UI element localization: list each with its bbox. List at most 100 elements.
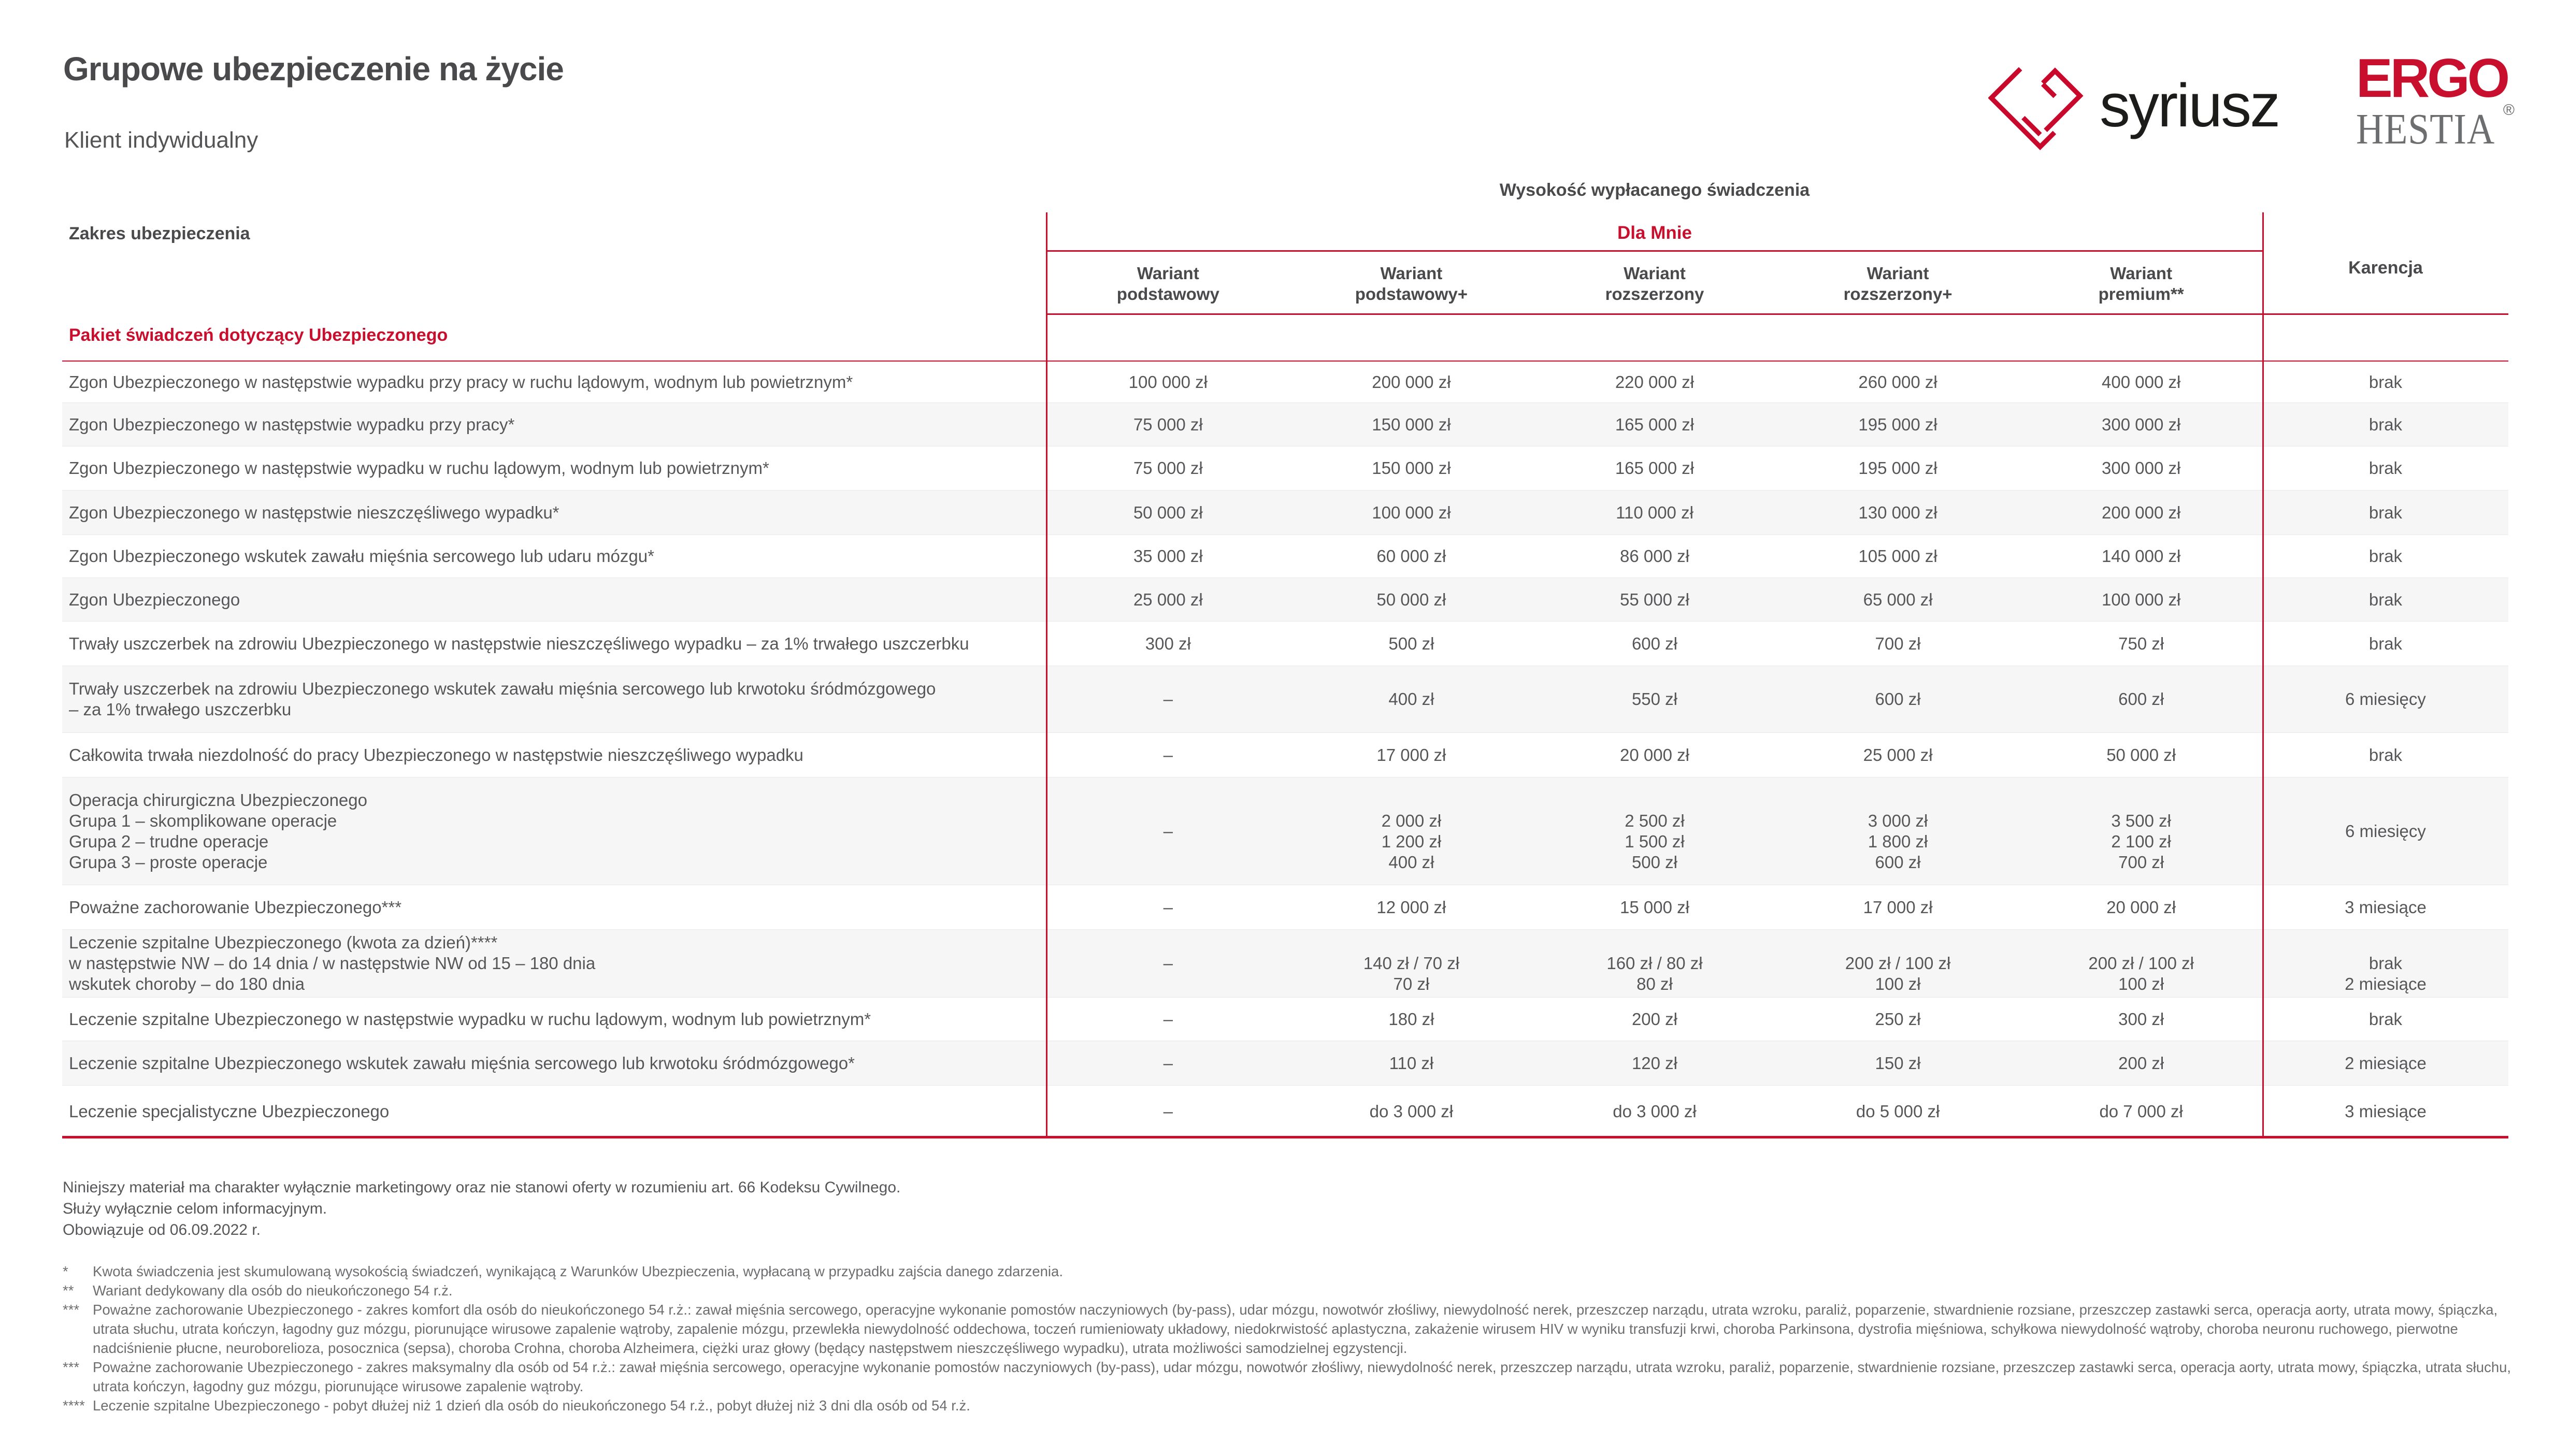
footer-line: Służy wyłącznie celom informacyjnym. <box>63 1200 327 1217</box>
value-cell: 86 000 zł <box>1620 546 1689 566</box>
value-cell: 75 000 zł <box>1133 414 1203 434</box>
value-cell: 105 000 zł <box>1858 546 1937 566</box>
divider-variants <box>1046 313 2508 315</box>
value-cell: 17 000 zł <box>1863 897 1933 917</box>
value-cell: 160 zł / 80 zł 80 zł <box>1533 930 1776 997</box>
value-cell: 50 000 zł <box>1376 589 1446 609</box>
benefit-amount-header: Wysokość wypłacanego świadczenia <box>1499 180 1810 200</box>
value-cell: 600 zł <box>1631 633 1678 653</box>
value-cell: 3 500 zł 2 100 zł 700 zł <box>2019 777 2263 885</box>
value-cell: 150 zł <box>1875 1053 1921 1073</box>
syriusz-logo: syriusz <box>1988 54 2280 160</box>
value-cell: 500 zł <box>1388 633 1434 653</box>
value-cell: 400 000 zł <box>2102 372 2181 392</box>
pad-line <box>2019 932 2263 953</box>
footnote-text: Poważne zachorowanie Ubezpieczonego - za… <box>93 1302 2498 1356</box>
karencja-cell: brak <box>2368 589 2403 609</box>
value-cell: 75 000 zł <box>1133 458 1203 478</box>
karencja-cell: brak 2 miesiące <box>2263 930 2508 997</box>
value-cell: 150 000 zł <box>1372 458 1451 478</box>
karencja-cell: brak <box>2368 372 2403 392</box>
value-cell: 200 zł <box>2118 1053 2164 1073</box>
footnote: **** Leczenie szpitalne Ubezpieczonego - … <box>63 1396 2518 1415</box>
footnote-text: Leczenie szpitalne Ubezpieczonego - poby… <box>93 1397 970 1414</box>
karencja-cell: 2 miesiące <box>2345 1053 2427 1073</box>
pad-line <box>1776 932 2020 953</box>
group-header-dla-mnie: Dla Mnie <box>1617 223 1692 243</box>
table-row: Zgon Ubezpieczonego w następstwie wypadk… <box>62 446 2508 490</box>
table-row: Leczenie szpitalne Ubezpieczonego w nast… <box>62 997 2508 1041</box>
divider-table-top <box>62 361 2508 362</box>
value-cell: 60 000 zł <box>1376 546 1446 566</box>
value-cell: – <box>1163 821 1173 841</box>
value-cell: 25 000 zł <box>1133 589 1203 609</box>
ergo-hestia-logo: ERGO HESTIA ® <box>2356 48 2517 151</box>
variant-header: Wariant podstawowy+ <box>1355 264 1468 304</box>
karencja-cell: brak <box>2368 414 2403 434</box>
value-cell: 25 000 zł <box>1863 745 1933 765</box>
value-cell: 150 000 zł <box>1372 414 1451 434</box>
syriusz-wordmark: syriusz <box>2100 71 2280 140</box>
divider-vertical-left <box>1046 212 1047 1137</box>
benefit-label: Zgon Ubezpieczonego <box>69 589 240 609</box>
karencja-cell: brak <box>2368 745 2403 765</box>
karencja-cell: 6 miesięcy <box>2345 821 2426 841</box>
value-cell: 2 000 zł 1 200 zł 400 zł <box>1290 777 1533 885</box>
value-cell: 750 zł <box>2118 633 2164 653</box>
benefit-label: Leczenie szpitalne Ubezpieczonego wskute… <box>69 1053 855 1073</box>
table-row: Zgon Ubezpieczonego wskutek zawału mięśn… <box>62 535 2508 578</box>
value-cell: do 3 000 zł <box>1369 1102 1454 1121</box>
value-cell: 110 zł <box>1389 1053 1434 1073</box>
registered-trademark-icon: ® <box>2503 101 2515 119</box>
footnote-text: Poważne zachorowanie Ubezpieczonego - za… <box>93 1359 2511 1394</box>
page-title: Grupowe ubezpieczenie na życie <box>63 50 564 88</box>
benefit-label: Leczenie szpitalne Ubezpieczonego w nast… <box>69 1009 871 1029</box>
pad-line <box>1533 790 1776 811</box>
value-cell: 140 zł / 70 zł 70 zł <box>1290 930 1533 997</box>
ergo-wordmark: ERGO <box>2356 48 2510 109</box>
value-cell: do 5 000 zł <box>1856 1102 1940 1121</box>
value-cell: 65 000 zł <box>1863 589 1933 609</box>
pad-line <box>1290 932 1533 953</box>
benefit-label: Trwały uszczerbek na zdrowiu Ubezpieczon… <box>69 679 936 719</box>
value-cell: 600 zł <box>2118 689 2164 709</box>
value-cell: 12 000 zł <box>1376 897 1446 917</box>
value-cell: 15 000 zł <box>1620 897 1689 917</box>
value-cell: 17 000 zł <box>1376 745 1446 765</box>
value-cell: 20 000 zł <box>2106 897 2176 917</box>
table-row: Zgon Ubezpieczonego w następstwie wypadk… <box>62 362 2508 402</box>
karencja-cell: 3 miesiące <box>2345 1102 2427 1121</box>
karencja-cell: brak <box>2368 458 2403 478</box>
value-cell: – <box>1163 1009 1173 1029</box>
karencja-cell: 6 miesięcy <box>2345 689 2426 709</box>
karencja-cell: brak <box>2368 502 2403 522</box>
value-cell: 250 zł <box>1875 1009 1921 1029</box>
value-cell: – <box>1163 954 1173 973</box>
karencja-cell: brak <box>2368 1009 2403 1029</box>
scope-header: Zakres ubezpieczenia <box>69 224 250 243</box>
karencja-header: Karencja <box>2348 258 2423 278</box>
variant-header: Wariant rozszerzony <box>1605 264 1704 304</box>
benefit-label: Zgon Ubezpieczonego w następstwie wypadk… <box>69 414 515 434</box>
benefit-label: Leczenie specjalistyczne Ubezpieczonego <box>69 1102 390 1121</box>
pad-line <box>1776 790 2020 811</box>
value-cell: 100 000 zł <box>1372 502 1451 522</box>
value-cell: 120 zł <box>1631 1053 1678 1073</box>
pad-line <box>1290 790 1533 811</box>
benefit-label: Zgon Ubezpieczonego w następstwie wypadk… <box>69 458 769 478</box>
value-cell: 220 000 zł <box>1615 372 1695 392</box>
value-cell: 260 000 zł <box>1858 372 1937 392</box>
value-cell: 100 000 zł <box>1128 372 1208 392</box>
footnote-text: Kwota świadczenia jest skumulowaną wysok… <box>93 1263 1063 1279</box>
footnote-symbol: ** <box>63 1282 74 1299</box>
benefit-label: Całkowita trwała niezdolność do pracy Ub… <box>69 745 803 765</box>
value-cell: 55 000 zł <box>1620 589 1689 609</box>
legal-footer: Niniejszy materiał ma charakter wyłączni… <box>63 1177 900 1241</box>
benefit-label: Zgon Ubezpieczonego w następstwie wypadk… <box>69 372 853 392</box>
karencja-cell: brak <box>2368 546 2403 566</box>
table-row: Poważne zachorowanie Ubezpieczonego*** – 1… <box>62 885 2508 929</box>
page-subtitle: Klient indywidualny <box>64 127 259 153</box>
value-cell: 140 000 zł <box>2102 546 2181 566</box>
value-cell: – <box>1163 745 1173 765</box>
syriusz-diamond-icon <box>1988 54 2084 160</box>
